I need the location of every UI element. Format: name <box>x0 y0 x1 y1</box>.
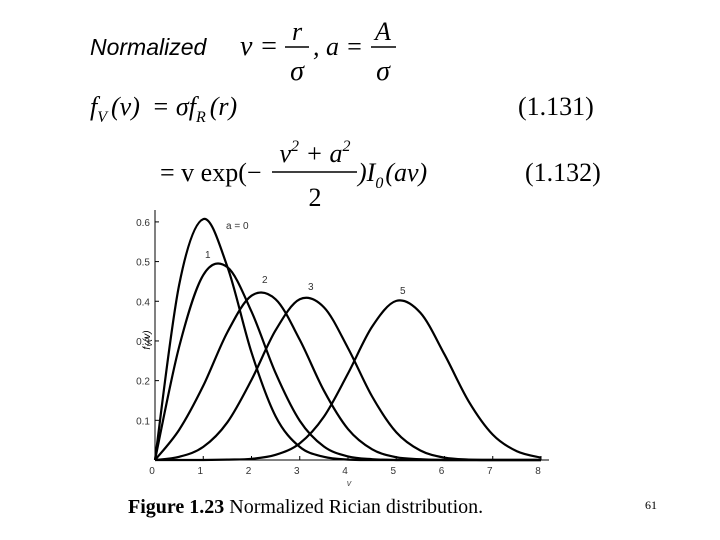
series-label: 2 <box>262 275 268 286</box>
eq-sub: R <box>195 109 206 126</box>
series-label: 5 <box>400 286 406 297</box>
eq-text: )I <box>356 158 377 187</box>
series-label: a = 0 <box>226 221 249 232</box>
eq-text: + a <box>299 139 343 168</box>
eq-text: (v) <box>111 92 140 121</box>
eq-number: (1.131) <box>518 92 594 121</box>
eq-text: = v exp(− <box>160 158 262 187</box>
caption: Figure 1.23 Normalized Rician distributio… <box>128 496 483 518</box>
eq-sup: 2 <box>343 138 351 155</box>
eq-text: = σf <box>152 92 200 121</box>
eq-label: Normalized <box>90 34 208 60</box>
y-tick-label: 0.2 <box>136 377 150 388</box>
eq-text: f <box>90 92 101 121</box>
eq-text: (r) <box>210 92 237 121</box>
y-tick-label: 0.3 <box>136 337 150 348</box>
eq-text: , a = <box>313 32 363 61</box>
eq-text: ν = <box>240 31 278 62</box>
eq-text: σ <box>290 56 305 87</box>
y-tick-label: 0.6 <box>136 218 150 229</box>
y-label-main: f <box>142 346 153 350</box>
y-label-arg: (v) <box>142 330 153 342</box>
eq-text: r <box>292 17 303 46</box>
curve <box>154 291 541 462</box>
series-label: 1 <box>205 250 211 261</box>
x-axis-label: v <box>347 478 352 488</box>
eq-text: (av) <box>385 158 427 187</box>
eq-text: 2 <box>309 183 322 212</box>
caption-text: Normalized Rician distribution. <box>229 496 483 518</box>
y-tick-label: 0.4 <box>136 297 150 308</box>
x-tick-label: 4 <box>342 466 348 477</box>
y-label-sub: V <box>147 341 154 347</box>
y-tick-label: 0.1 <box>136 416 150 427</box>
eq-sub: V <box>97 109 109 126</box>
y-tick-label: 0.5 <box>136 258 150 269</box>
eq-text: σ <box>376 56 391 87</box>
x-tick-label: 8 <box>535 466 541 477</box>
x-tick-label: 1 <box>197 466 203 477</box>
x-tick-label: 3 <box>294 466 300 477</box>
y-axis-label: fV(v) <box>142 330 154 349</box>
curve <box>154 299 542 462</box>
eq-text: A <box>373 17 391 46</box>
eq-sub: 0 <box>375 175 383 192</box>
x-tick-label: 2 <box>246 466 252 477</box>
caption-figure: Figure 1.23 <box>128 496 224 518</box>
curve <box>154 296 541 462</box>
x-tick-label: 0 <box>149 466 155 477</box>
page-number: 61 <box>645 498 657 512</box>
series-label: 3 <box>308 282 314 293</box>
eq-sup: 2 <box>291 138 299 155</box>
equation: v2 + a2 <box>279 138 350 168</box>
x-tick-label: 5 <box>390 466 396 477</box>
eq-text: v <box>279 139 291 168</box>
equation: )I0(av) <box>356 158 427 192</box>
x-tick-label: 6 <box>439 466 445 477</box>
equation: fV (v) = σfR (r) <box>90 92 237 126</box>
x-tick-label: 7 <box>487 466 493 477</box>
eq-number: (1.132) <box>525 158 601 187</box>
